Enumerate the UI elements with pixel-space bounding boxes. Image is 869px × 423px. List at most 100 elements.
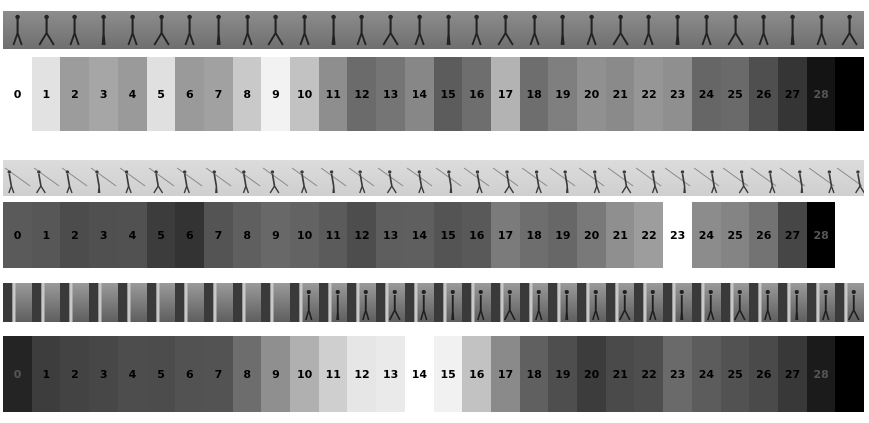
frame-index-label: 6 (185, 367, 194, 381)
frame-index-label: 18 (526, 87, 542, 101)
frame-index-cell: 28 (806, 57, 836, 131)
frame-index-cell: 16 (462, 57, 492, 131)
frame-index-cell: 17 (490, 57, 521, 131)
video-frame-thumbnail (692, 11, 721, 49)
frame-index-cell: 17 (490, 202, 521, 268)
video-frame-thumbnail (32, 160, 61, 196)
video-frame-thumbnail (520, 160, 549, 196)
frame-index-cell: 7 (203, 336, 234, 412)
frame-index-cell: 1 (31, 202, 61, 268)
walker-figure (320, 167, 347, 194)
frame-index-cell: 3 (89, 202, 119, 268)
frame-index-cell: 28 (806, 336, 836, 412)
frame-index-cell: 27 (777, 336, 808, 412)
frame-index-label: 15 (440, 228, 456, 242)
walker-figure (548, 283, 570, 322)
frame-index-cell: 26 (749, 57, 779, 131)
video-frame-thumbnail (3, 283, 32, 322)
video-frame-thumbnail (519, 283, 549, 322)
frame-index-cell: 0 (3, 336, 33, 412)
frame-index-cell: 11 (318, 336, 348, 412)
frame-index-cell: 13 (376, 202, 406, 268)
frame-index-label: 0 (13, 228, 22, 242)
video-frame-thumbnail (405, 11, 434, 49)
frame-index-cell: 20 (577, 202, 607, 268)
frame-index-cell: 8 (232, 336, 262, 412)
walker-figure (777, 283, 799, 322)
frame-index-label: 16 (469, 228, 485, 242)
walker-figure (263, 167, 289, 194)
frame-index-cell: 1 (31, 57, 61, 131)
video-frame-thumbnail (577, 11, 606, 49)
video-frame-thumbnail (3, 160, 32, 196)
frame-index-cell: 19 (548, 57, 578, 131)
frame-index-label: 3 (99, 367, 108, 381)
walker-figure (232, 283, 246, 322)
frame-index-label: 0 (13, 367, 22, 381)
frame-index-label: 17 (497, 87, 514, 101)
walker-figure (643, 14, 655, 46)
walker-figure (299, 14, 310, 46)
frame-index-cell: 2 (60, 336, 90, 412)
video-frame-thumbnail (146, 283, 176, 322)
frame-index-cell: 23 (663, 57, 693, 131)
frame-index-label: 23 (670, 367, 686, 381)
video-frame-thumbnail (118, 160, 147, 196)
frame-strip-seq-1 (3, 11, 864, 49)
video-frame-thumbnail (60, 283, 89, 322)
walker-figure (560, 14, 566, 46)
walker-figure (318, 283, 340, 322)
frame-index-cell: 7 (203, 57, 234, 131)
video-frame-thumbnail (634, 283, 663, 322)
frame-index-label: 17 (497, 228, 514, 242)
video-frame-thumbnail (404, 283, 434, 322)
frame-index-label: 27 (784, 87, 801, 101)
walker-figure (816, 14, 827, 46)
video-frame-thumbnail (835, 283, 864, 322)
video-frame-thumbnail (634, 11, 663, 49)
frame-index-label: 15 (440, 367, 456, 381)
frame-index-label: 5 (157, 228, 165, 242)
frame-index-label: 12 (354, 228, 370, 242)
frame-index-cell: 23 (663, 202, 693, 268)
frame-index-cell: 14 (404, 336, 434, 412)
walker-figure (529, 14, 540, 46)
walker-figure (663, 283, 684, 322)
video-frame-thumbnail (491, 160, 520, 196)
frame-index-cell: 23 (663, 336, 693, 412)
walker-figure (12, 14, 23, 46)
walker-figure (31, 283, 45, 322)
frame-index-label: 10 (296, 367, 313, 381)
frame-index-label: 8 (243, 87, 252, 101)
frame-index-label: 1 (42, 367, 51, 381)
frame-index-cell: 22 (634, 202, 664, 268)
frame-index-label: 27 (784, 367, 801, 381)
frame-index-label: 18 (526, 367, 542, 381)
video-frame-thumbnail (347, 11, 376, 49)
frame-index-label: 24 (698, 367, 715, 381)
frame-index-label: 2 (71, 228, 79, 242)
frame-index-cell: 16 (462, 202, 492, 268)
frame-index-cell: 11 (318, 202, 348, 268)
frame-index-label: 22 (641, 367, 657, 381)
walker-figure (634, 283, 657, 322)
video-frame-thumbnail (261, 160, 290, 196)
frame-index-label: 20 (583, 87, 600, 101)
frame-index-label: 7 (214, 87, 223, 101)
walker-figure (497, 14, 514, 46)
frame-index-cell: 1 (31, 336, 61, 412)
walker-figure (841, 14, 858, 46)
video-frame-thumbnail (778, 11, 807, 49)
frame-index-label: 10 (296, 87, 313, 101)
video-frame-thumbnail (175, 160, 204, 196)
frame-index-label: 1 (42, 228, 51, 242)
walker-figure (176, 167, 203, 194)
frame-index-cell: 21 (605, 57, 635, 131)
frame-index-cell: 25 (720, 202, 750, 268)
walker-figure (60, 283, 73, 322)
frame-index-cell: 3 (89, 336, 119, 412)
walker-figure (837, 167, 864, 194)
frame-index-cell: 14 (404, 202, 434, 268)
walker-figure (119, 167, 146, 194)
frame-index-label: 14 (411, 228, 428, 242)
